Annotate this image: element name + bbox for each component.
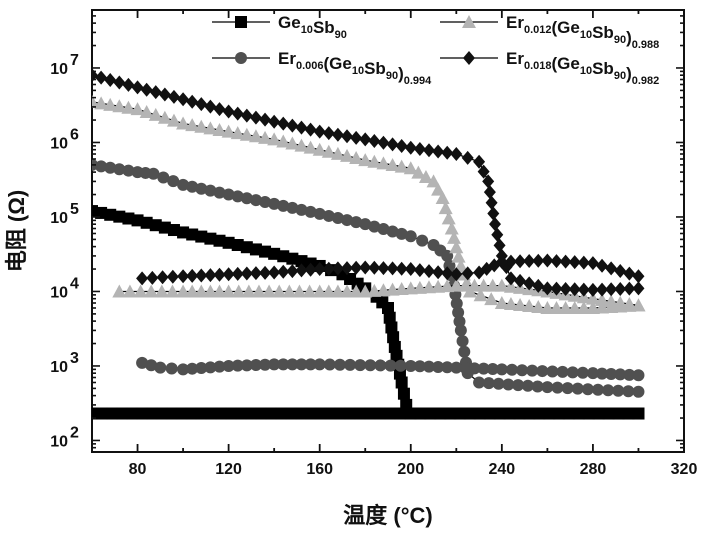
data-point <box>398 388 410 400</box>
y-tick-exponent: 7 <box>70 52 79 69</box>
data-point <box>455 324 467 336</box>
data-point <box>166 362 178 374</box>
y-tick-exponent: 3 <box>70 350 79 367</box>
y-tick-exponent: 4 <box>70 275 79 292</box>
x-tick-label: 280 <box>580 461 607 478</box>
y-tick-exponent: 6 <box>70 126 79 143</box>
data-point <box>405 230 417 242</box>
series-1-cooling-markers <box>86 408 644 420</box>
data-point <box>177 363 189 375</box>
y-tick-label: 10 <box>50 135 68 152</box>
data-point <box>458 346 470 358</box>
x-tick-label: 80 <box>129 461 147 478</box>
data-point <box>396 376 408 388</box>
y-tick-label: 10 <box>50 284 68 301</box>
data-point <box>416 235 428 247</box>
y-tick-label: 10 <box>50 210 68 227</box>
x-tick-label: 160 <box>306 461 333 478</box>
chart: 80120160200240280320102103104105106107 G… <box>0 0 705 533</box>
x-tick-label: 240 <box>488 461 515 478</box>
legend-marker <box>235 16 247 28</box>
data-point <box>632 386 644 398</box>
y-axis-label: 电阻 (Ω) <box>4 190 29 272</box>
x-axis-label: 温度 (°C) <box>343 503 432 528</box>
y-tick-label: 10 <box>50 61 68 78</box>
y-tick-exponent: 5 <box>70 201 79 218</box>
x-tick-label: 120 <box>215 461 242 478</box>
legend-marker <box>235 52 247 64</box>
y-tick-label: 10 <box>50 433 68 450</box>
y-tick-label: 10 <box>50 359 68 376</box>
y-tick-exponent: 2 <box>70 424 79 441</box>
x-tick-label: 200 <box>397 461 424 478</box>
data-point <box>136 357 148 369</box>
data-point <box>457 335 469 347</box>
x-tick-label: 320 <box>671 461 698 478</box>
